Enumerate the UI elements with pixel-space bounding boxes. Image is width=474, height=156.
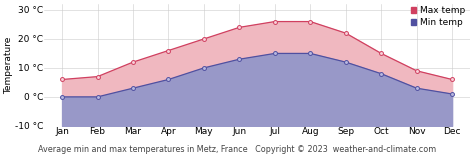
Point [271,52,279,55]
Point [236,26,243,29]
Point [271,20,279,23]
Point [342,61,349,63]
Point [164,78,172,81]
Point [164,49,172,52]
Point [307,52,314,55]
Point [94,75,101,78]
Point [413,70,420,72]
Point [448,93,456,95]
Point [200,67,208,69]
Point [448,78,456,81]
Point [342,32,349,34]
Point [129,87,137,89]
Point [58,96,66,98]
Y-axis label: Temperature: Temperature [4,36,13,94]
Text: Average min and max temperatures in Metz, France   Copyright © 2023  weather-and: Average min and max temperatures in Metz… [38,145,436,154]
Point [200,38,208,40]
Legend: Max temp, Min temp: Max temp, Min temp [411,6,465,27]
Point [377,72,385,75]
Point [307,20,314,23]
Point [94,96,101,98]
Point [236,58,243,61]
Point [58,78,66,81]
Point [413,87,420,89]
Point [129,61,137,63]
Point [377,52,385,55]
